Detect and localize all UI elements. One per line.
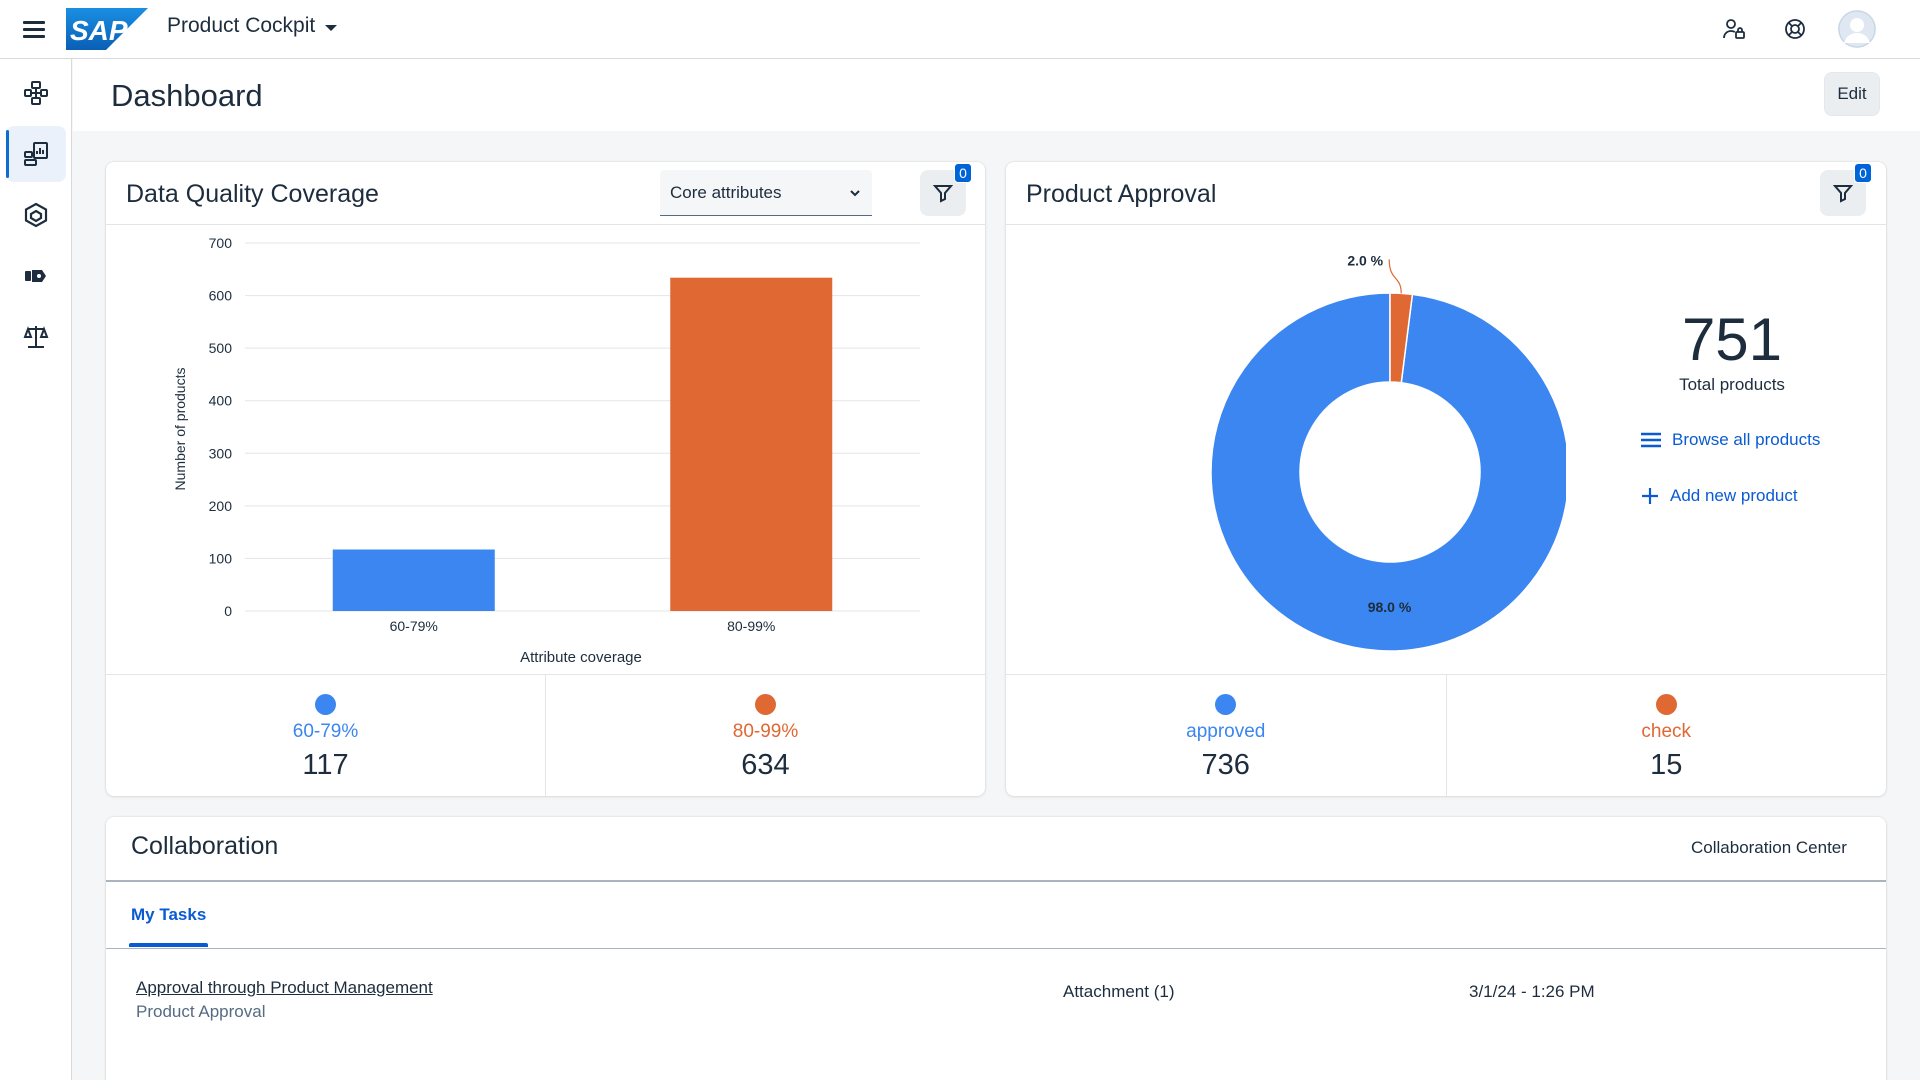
shell-bar: SAP Product Cockpit — [0, 0, 1920, 59]
legend-dot — [755, 694, 776, 715]
legend-value: 634 — [741, 749, 790, 781]
filter-button[interactable]: 0 — [920, 163, 972, 216]
nav-item-compliance[interactable] — [6, 309, 66, 365]
card-header: Data Quality Coverage Core attributes 0 — [106, 162, 985, 225]
product-cube-icon — [24, 202, 48, 228]
legend-dot — [315, 694, 336, 715]
legend-value: 15 — [1650, 749, 1683, 781]
bar-legend: 60-79% 117 80-99% 634 — [106, 674, 985, 796]
tab-my-tasks[interactable]: My Tasks — [131, 905, 207, 924]
menu-icon[interactable] — [20, 16, 48, 44]
x-axis-label: Attribute coverage — [520, 649, 642, 666]
y-tick-label: 300 — [209, 445, 233, 461]
svg-text:SAP: SAP — [70, 15, 128, 46]
chevron-down-icon — [850, 189, 860, 196]
y-tick-label: 100 — [209, 550, 233, 566]
caret-down-icon — [325, 24, 338, 31]
legend-value: 117 — [302, 749, 349, 781]
filter-icon — [933, 185, 953, 203]
task-title-link[interactable]: Approval through Product Management — [136, 978, 433, 997]
slice-leader-line — [1388, 259, 1402, 294]
add-icon — [1642, 488, 1658, 504]
y-tick-label: 400 — [209, 393, 233, 409]
card-title: Product Approval — [1026, 180, 1217, 208]
collaboration-card — [106, 817, 1886, 1080]
balance-scale-icon — [23, 326, 49, 348]
donut-chart: 98.0 % 2.0 % — [1210, 252, 1566, 652]
donut-legend: approved 736 check 15 — [1006, 674, 1886, 796]
nav-item-tasks[interactable] — [6, 248, 66, 304]
user-settings-icon[interactable] — [1717, 12, 1751, 46]
legend-item-80-99[interactable]: 80-99% 634 — [545, 675, 985, 796]
slice-label: 98.0 % — [1368, 599, 1412, 615]
y-tick-label: 0 — [224, 603, 232, 619]
y-tick-label: 700 — [209, 235, 233, 251]
app-title-menu[interactable]: Product Cockpit — [167, 14, 338, 38]
user-avatar[interactable] — [1838, 10, 1876, 48]
app-title: Product Cockpit — [167, 14, 316, 37]
divider — [106, 880, 1886, 882]
legend-dot — [1655, 694, 1677, 715]
x-tick-label: 60-79% — [390, 618, 438, 634]
side-navigation — [0, 59, 72, 1080]
legend-value: 736 — [1201, 749, 1250, 781]
dashboard-icon — [24, 142, 48, 166]
nav-item-apps[interactable] — [6, 65, 66, 121]
donut-slice — [1210, 292, 1566, 652]
y-tick-label: 200 — [209, 498, 233, 514]
task-subtitle: Product Approval — [136, 1002, 266, 1021]
legend-label: 60-79% — [292, 721, 359, 742]
legend-label: 80-99% — [732, 721, 799, 742]
nav-item-products[interactable] — [6, 187, 66, 243]
filter-icon — [1833, 185, 1853, 203]
help-icon[interactable] — [1778, 12, 1812, 46]
sap-logo[interactable]: SAP — [66, 8, 148, 50]
bar — [332, 549, 495, 611]
list-icon — [1641, 432, 1661, 448]
card-header: Product Approval 0 — [1006, 162, 1886, 225]
y-tick-label: 500 — [209, 340, 233, 356]
filter-count-badge: 0 — [954, 163, 972, 183]
y-axis-label: Number of products — [172, 368, 188, 491]
x-tick-label: 80-99% — [727, 618, 775, 634]
collaboration-title: Collaboration — [131, 832, 279, 860]
data-quality-card: Data Quality Coverage Core attributes 0 … — [106, 162, 985, 796]
apps-icon — [24, 81, 48, 105]
y-tick-label: 600 — [209, 288, 233, 304]
add-new-product-label: Add new product — [1670, 486, 1798, 505]
slice-label: 2.0 % — [1347, 252, 1383, 268]
task-attachment-link[interactable]: Attachment (1) — [1063, 982, 1175, 1001]
select-value: Core attributes — [670, 182, 782, 202]
task-date: 3/1/24 - 1:26 PM — [1469, 982, 1595, 1001]
legend-label: approved — [1186, 721, 1266, 742]
legend-dot — [1215, 694, 1237, 715]
workflow-icon — [25, 270, 46, 282]
page-header: Dashboard Edit — [73, 59, 1920, 131]
add-new-product-link[interactable]: Add new product — [1640, 486, 1798, 506]
legend-item-approved[interactable]: approved 736 — [1006, 675, 1446, 796]
browse-all-products-label: Browse all products — [1672, 430, 1821, 449]
donut-slice — [1389, 292, 1414, 384]
legend-item-check[interactable]: check 15 — [1445, 675, 1887, 796]
attribute-select[interactable]: Core attributes — [660, 170, 872, 216]
product-approval-card: Product Approval 0 98.0 % 2.0 % approved … — [1006, 162, 1886, 796]
total-products-label: Total products — [1679, 375, 1785, 394]
collaboration-center-link[interactable]: Collaboration Center — [1691, 838, 1847, 857]
filter-button[interactable]: 0 — [1820, 163, 1872, 216]
bar — [670, 277, 833, 611]
bar-chart: 0 100 200 300 400 500 600 700 60-79% 80-99% Numb… — [172, 235, 920, 666]
legend-item-60-79[interactable]: 60-79% 117 — [106, 675, 545, 796]
nav-item-dashboard[interactable] — [6, 126, 66, 182]
divider — [106, 948, 1886, 949]
card-title: Data Quality Coverage — [126, 180, 379, 208]
page-title: Dashboard — [111, 78, 263, 113]
edit-button[interactable]: Edit — [1824, 72, 1880, 116]
tab-selected-indicator — [129, 943, 208, 947]
browse-all-products-link[interactable]: Browse all products — [1640, 430, 1820, 450]
legend-label: check — [1641, 721, 1692, 742]
filter-count-badge: 0 — [1854, 163, 1872, 183]
total-products-value: 751 — [1681, 306, 1783, 373]
